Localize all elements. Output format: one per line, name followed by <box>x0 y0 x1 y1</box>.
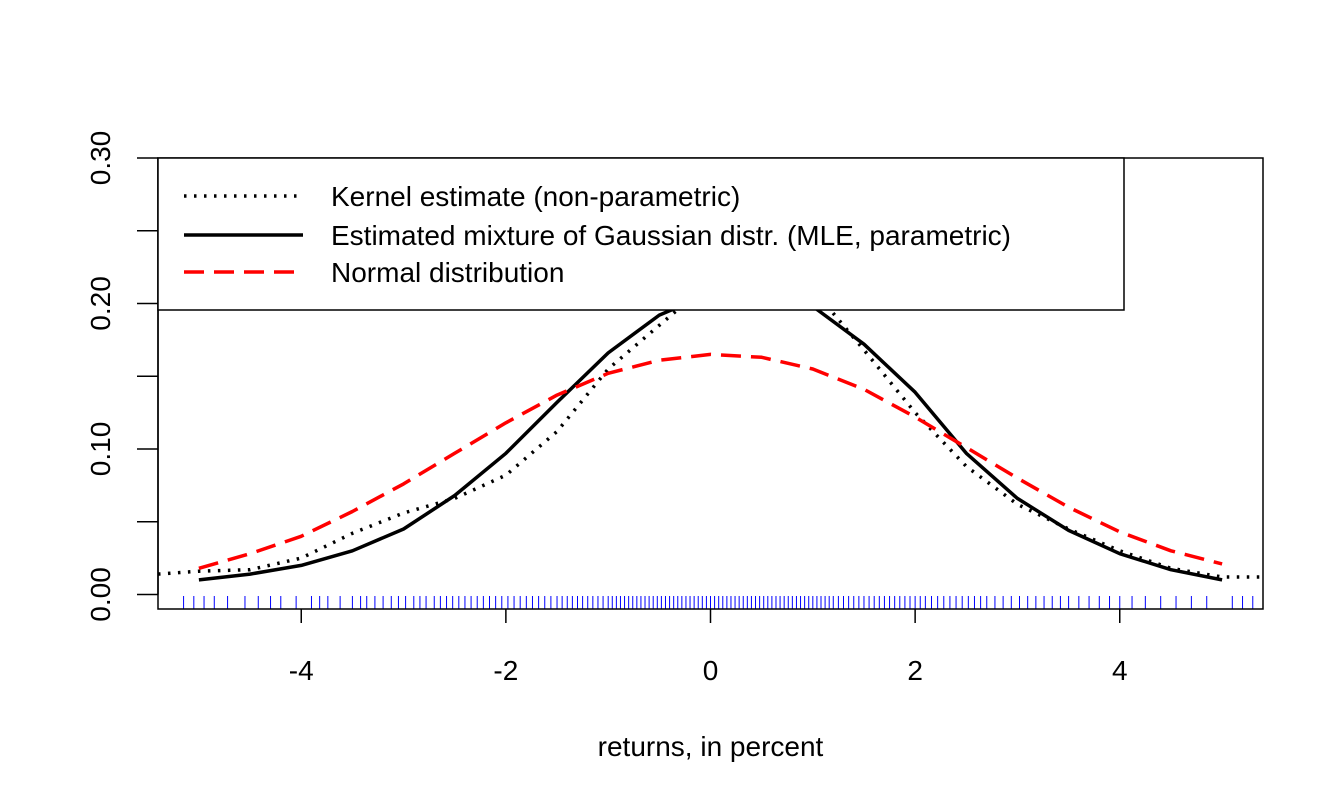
legend-label-3: Normal distribution <box>331 257 564 288</box>
x-tick-label: 4 <box>1112 655 1128 686</box>
y-tick-label: 0.20 <box>85 276 116 331</box>
x-tick-label: -4 <box>289 655 314 686</box>
series-line-2 <box>198 288 1223 582</box>
x-tick-label: 0 <box>703 655 719 686</box>
x-tick-label: 2 <box>907 655 923 686</box>
y-tick-label: 0.10 <box>85 422 116 477</box>
legend-label-1: Kernel estimate (non-parametric) <box>331 181 740 212</box>
x-axis-title: returns, in percent <box>598 731 824 762</box>
y-axis: 0.00 0.10 0.20 0.30 <box>85 131 159 622</box>
x-tick-label: -2 <box>493 655 518 686</box>
series-line-3 <box>198 352 1223 570</box>
x-axis: -4 -2 0 2 4 <box>289 609 1128 686</box>
y-tick-label: 0.30 <box>85 131 116 186</box>
y-tick-label: 0.00 <box>85 567 116 622</box>
legend-box <box>157 157 1125 311</box>
rug-marks <box>183 596 1254 609</box>
legend: Kernel estimate (non-parametric) Estimate… <box>157 157 1125 311</box>
legend-label-2: Estimated mixture of Gaussian distr. (ML… <box>331 220 1011 251</box>
